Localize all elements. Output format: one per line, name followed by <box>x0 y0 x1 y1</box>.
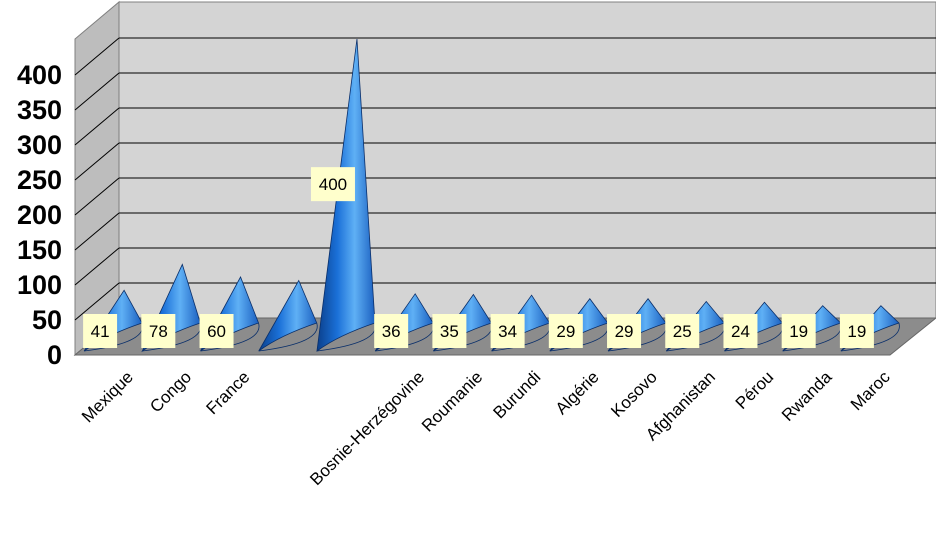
data-label: 19 <box>839 314 874 348</box>
svg-text:36: 36 <box>382 322 401 341</box>
svg-text:41: 41 <box>91 322 110 341</box>
y-tick-label: 100 <box>17 270 62 300</box>
back-wall <box>118 1 936 319</box>
data-label: 400 <box>310 167 355 202</box>
data-label: 36 <box>374 314 409 348</box>
y-tick-label: 0 <box>47 340 62 370</box>
x-tick-label: Maroc <box>847 367 894 414</box>
data-label: 60 <box>199 314 234 348</box>
y-tick-label: 150 <box>17 235 62 265</box>
x-axis-ticks: Mexique Congo France Bosnie-HerzégovineRoum… <box>78 367 894 489</box>
x-tick-label: Roumanie <box>418 367 486 435</box>
cone-bar <box>258 279 318 352</box>
x-tick-label: France <box>203 367 254 418</box>
data-label: 41 <box>83 314 118 348</box>
gridline-side <box>74 247 120 286</box>
gridline-side <box>74 107 120 146</box>
gridline-side <box>74 37 120 76</box>
svg-text:19: 19 <box>789 322 808 341</box>
x-tick-label: Algérie <box>552 367 603 418</box>
y-tick-label: 400 <box>17 60 62 90</box>
data-label: 35 <box>432 314 467 348</box>
data-label: 29 <box>548 314 583 348</box>
svg-text:78: 78 <box>149 322 168 341</box>
gridlines <box>74 37 936 321</box>
y-tick-label: 250 <box>17 165 62 195</box>
svg-text:29: 29 <box>615 322 634 341</box>
x-tick-label: Mexique <box>78 367 137 426</box>
data-label: 78 <box>141 314 176 348</box>
data-label: 24 <box>723 314 758 348</box>
x-tick-label: Burundi <box>490 367 545 422</box>
data-label: 25 <box>665 314 700 348</box>
data-label: 34 <box>490 314 525 348</box>
gridline-side <box>74 72 120 111</box>
gridline-side <box>74 177 120 216</box>
svg-text:34: 34 <box>498 322 517 341</box>
svg-text:60: 60 <box>207 322 226 341</box>
y-axis-ticks: 0 50 100 150 200 250 300 350 400 <box>17 60 62 370</box>
gridline-side <box>74 282 120 321</box>
gridline-side <box>74 142 120 181</box>
data-label: 29 <box>607 314 642 348</box>
x-tick-label: Rwanda <box>778 367 836 425</box>
data-labels: 41 78 60 400 36 35 34 29 29 25 24 19 19 <box>83 167 874 348</box>
y-tick-label: 300 <box>17 130 62 160</box>
svg-text:400: 400 <box>319 175 347 194</box>
x-tick-label: Kosovo <box>607 367 661 421</box>
y-tick-label: 350 <box>17 95 62 125</box>
x-tick-label: Congo <box>146 367 195 416</box>
x-tick-label: Pérou <box>732 367 778 413</box>
svg-text:24: 24 <box>731 322 750 341</box>
svg-text:35: 35 <box>440 322 459 341</box>
gridline-side <box>74 212 120 251</box>
svg-text:19: 19 <box>847 322 866 341</box>
y-tick-label: 200 <box>17 200 62 230</box>
svg-text:29: 29 <box>556 322 575 341</box>
y-tick-label: 50 <box>32 305 62 335</box>
x-tick-label: Bosnie-Herzégovine <box>306 367 428 489</box>
svg-text:25: 25 <box>673 322 692 341</box>
data-label: 19 <box>781 314 816 348</box>
